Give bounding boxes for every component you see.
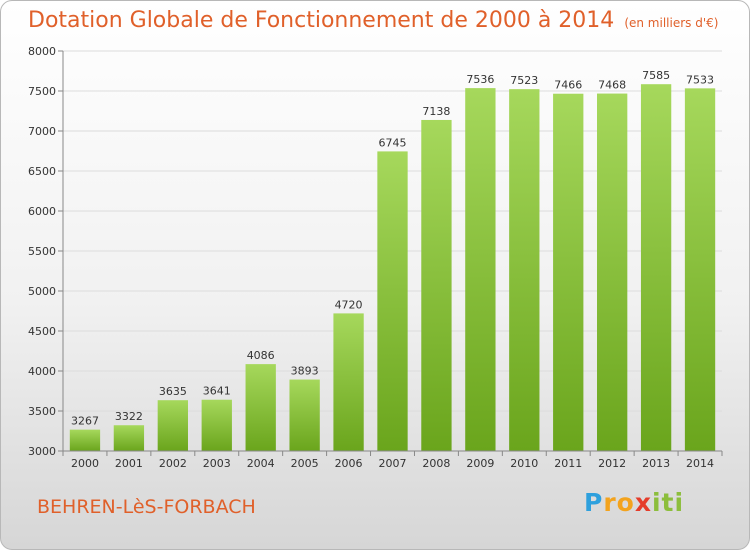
y-tick-label: 8000 — [28, 45, 56, 58]
chart-title-text: Dotation Globale de Fonctionnement de 20… — [28, 8, 615, 33]
y-tick-label: 4500 — [28, 325, 56, 338]
x-tick-label: 2005 — [291, 457, 319, 470]
data-label: 4086 — [247, 349, 275, 362]
bar — [69, 429, 101, 451]
bar — [333, 313, 364, 451]
x-tick-label: 2001 — [115, 457, 143, 470]
chart-title: Dotation Globale de Fonctionnement de 20… — [28, 8, 718, 33]
bar — [377, 151, 408, 451]
y-axis-ticks: 3000 3500 4000 4500 5000 5500 6000 6500 7000 7500… — [28, 45, 63, 458]
data-label: 7466 — [554, 79, 582, 92]
bars — [69, 84, 716, 452]
y-tick-label: 3500 — [28, 405, 56, 418]
data-label: 7585 — [642, 69, 670, 82]
y-tick-label: 6500 — [28, 165, 56, 178]
data-label: 3641 — [203, 385, 231, 398]
bar — [509, 89, 540, 451]
bar — [289, 379, 320, 451]
bar — [640, 84, 672, 451]
y-tick-label: 3000 — [28, 445, 56, 458]
x-tick-label: 2007 — [379, 457, 407, 470]
logo-part-1: P — [584, 488, 604, 517]
x-tick-label: 2008 — [422, 457, 450, 470]
bar — [245, 364, 276, 451]
x-tick-label: 2004 — [247, 457, 275, 470]
chart-subtitle: (en milliers d'€) — [624, 16, 719, 30]
y-tick-label: 7500 — [28, 85, 56, 98]
data-labels: 3267 3322 3635 3641 4086 3893 4720 6745 7138 7536… — [71, 69, 714, 427]
data-label: 7523 — [510, 74, 538, 87]
data-label: 7533 — [686, 73, 714, 86]
x-tick-label: 2011 — [554, 457, 582, 470]
bar — [465, 88, 496, 452]
axes — [62, 51, 722, 452]
x-tick-label: 2014 — [686, 457, 714, 470]
data-label: 4720 — [335, 298, 363, 311]
x-tick-label: 2002 — [159, 457, 187, 470]
data-label: 7138 — [422, 105, 450, 118]
x-tick-label: 2013 — [642, 457, 670, 470]
logo-part-3: x — [634, 488, 652, 517]
x-tick-label: 2006 — [335, 457, 363, 470]
bar — [553, 93, 584, 451]
data-label: 7468 — [598, 79, 626, 92]
commune-name: BEHREN-LèS-FORBACH — [37, 496, 256, 518]
x-tick-label: 2010 — [510, 457, 538, 470]
data-label: 3267 — [71, 415, 99, 428]
y-tick-label: 5500 — [28, 245, 56, 258]
y-tick-label: 7000 — [28, 125, 56, 138]
x-axis-ticks: 2000 2001 2002 2003 2004 2005 2006 2007 2008 2009… — [62, 451, 723, 470]
x-tick-label: 2000 — [71, 457, 99, 470]
x-tick-label: 2009 — [466, 457, 494, 470]
data-label: 3635 — [159, 385, 187, 398]
bar — [201, 399, 232, 451]
logo-part-2: ro — [603, 488, 635, 517]
x-tick-label: 2003 — [203, 457, 231, 470]
y-tick-label: 4000 — [28, 365, 56, 378]
data-label: 3322 — [115, 410, 143, 423]
data-label: 7536 — [466, 73, 494, 86]
bar — [113, 425, 145, 451]
data-label: 3893 — [291, 365, 319, 378]
bar — [157, 400, 188, 451]
logo-part-4: iti — [651, 488, 685, 517]
proxiti-logo[interactable]: Proxiti — [584, 488, 684, 517]
y-tick-label: 6000 — [28, 205, 56, 218]
bar — [597, 93, 628, 451]
y-tick-label: 5000 — [28, 285, 56, 298]
bar — [684, 88, 716, 452]
bar — [421, 119, 452, 452]
x-tick-label: 2012 — [598, 457, 626, 470]
data-label: 6745 — [379, 136, 407, 149]
